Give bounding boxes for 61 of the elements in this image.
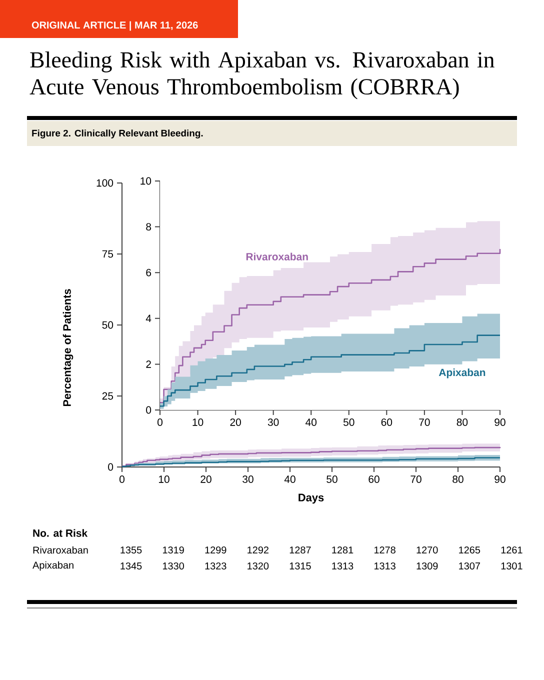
text: 1299 [205, 546, 226, 554]
x-tick-label: 40 [306, 418, 317, 426]
text: ORIGINAL ARTICLE | MAR 11, 2026 [32, 21, 198, 31]
x-tick-label: 80 [456, 418, 468, 426]
text: 1261 [501, 546, 522, 554]
x-tick-label: 70 [410, 476, 422, 483]
y-tick-label: 4 [146, 314, 152, 322]
text: Rivaroxaban [246, 252, 308, 260]
y-tick-label: 75 [102, 250, 114, 258]
x-tick-label: 60 [368, 476, 380, 483]
text: 1355 [120, 546, 142, 554]
text: 1315 [290, 562, 311, 570]
y-tick-label: 10 [140, 177, 152, 185]
text: 1313 [374, 562, 396, 570]
y-tick-label: 0 [108, 463, 114, 471]
x-tick-label: 60 [381, 418, 392, 426]
x-tick-label: 30 [268, 418, 279, 426]
x-tick-label: 40 [284, 476, 296, 483]
x-tick-label: 10 [158, 476, 170, 483]
x-tick-label: 80 [452, 476, 464, 483]
text: 1270 [416, 546, 438, 554]
text: 1320 [248, 562, 269, 570]
text: 1313 [332, 562, 354, 570]
text: 1307 [459, 562, 480, 570]
y-axis-title: Percentage of Patients [62, 289, 74, 406]
text: 1323 [205, 562, 226, 570]
x-tick-label: 0 [158, 418, 162, 426]
text: No. at Risk [33, 529, 88, 537]
chart-subtitle: Figure 2. Clinically Relevant Bleeding. [32, 130, 203, 138]
x-tick-label: 10 [192, 418, 204, 426]
chart-title: Bleeding Risk with Apixaban vs. Rivaroxaban in Acute Venous Thromboembolism (COBRRA) [30, 52, 494, 100]
text: Apixaban [438, 368, 486, 378]
text: 1309 [416, 562, 438, 570]
x-tick-label: 70 [419, 418, 430, 426]
text: 1287 [290, 546, 311, 554]
text: Apixaban [32, 561, 74, 571]
text: Rivaroxaban [33, 546, 88, 554]
text: 1330 [162, 562, 184, 570]
x-tick-label: 90 [494, 418, 506, 426]
x-tick-label: 0 [119, 476, 124, 483]
y-tick-label: 25 [102, 392, 114, 400]
x-tick-label: 50 [326, 476, 338, 483]
x-axis-title: Days [298, 494, 324, 504]
y-tick-label: 2 [146, 360, 151, 368]
text: 1278 [374, 546, 396, 554]
x-tick-label: 20 [200, 476, 212, 483]
text: 1292 [248, 546, 268, 554]
text: 1265 [459, 546, 480, 554]
y-tick-label: 50 [102, 321, 114, 329]
y-tick-label: 100 [96, 179, 114, 187]
text: 1319 [162, 546, 184, 554]
y-tick-label: 6 [146, 268, 152, 276]
x-tick-label: 50 [343, 418, 354, 426]
y-tick-label: 8 [146, 223, 152, 230]
y-tick-label: 0 [146, 406, 152, 414]
text: 1345 [120, 562, 142, 570]
text: 1301 [501, 562, 522, 570]
x-tick-label: 30 [242, 476, 254, 483]
text: 1281 [332, 546, 354, 554]
x-tick-label: 20 [230, 418, 241, 426]
x-tick-label: 90 [494, 476, 506, 483]
